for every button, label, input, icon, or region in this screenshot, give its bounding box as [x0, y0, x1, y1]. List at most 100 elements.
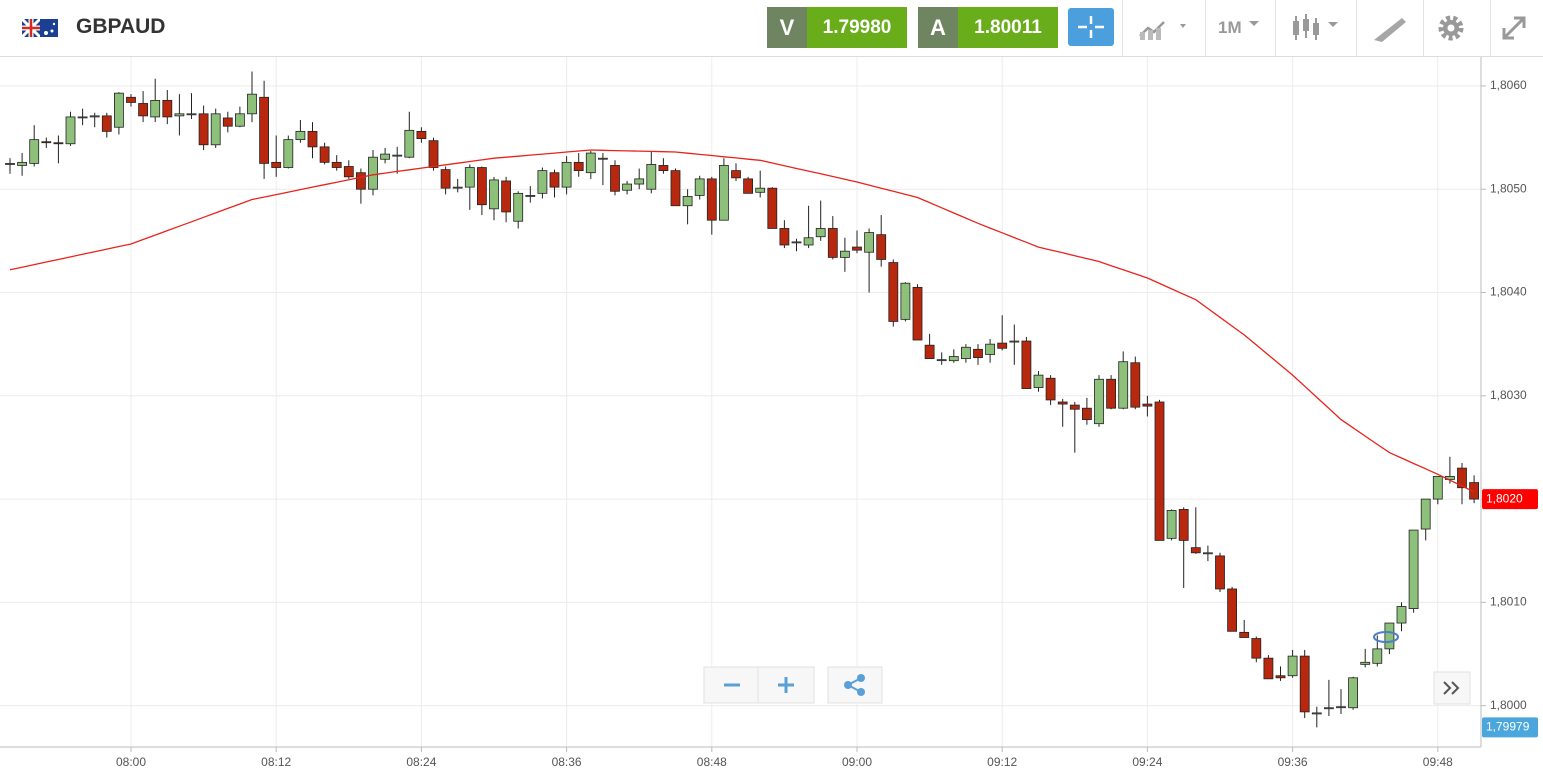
candle-body: [65, 116, 76, 145]
draw-tool-button[interactable]: [1372, 12, 1408, 44]
y-tick-label: 1,8050: [1490, 181, 1527, 195]
bid-label[interactable]: V: [767, 7, 807, 48]
symbol: GBPAUD: [76, 15, 166, 38]
candle-body: [234, 113, 245, 127]
candle-body: [852, 246, 862, 251]
candle-body: [174, 113, 185, 117]
zoom-in-button[interactable]: [757, 666, 815, 704]
candle-body: [610, 165, 620, 192]
candle-body: [41, 141, 52, 144]
cursor-marker: [1373, 631, 1399, 643]
candle-body: [1396, 606, 1407, 624]
candle-body: [1166, 510, 1177, 539]
candle-body: [1336, 706, 1346, 709]
candle-body: [1432, 475, 1443, 500]
y-tick-label: 1,8040: [1490, 285, 1527, 299]
candle-body: [1154, 401, 1165, 541]
ask-price[interactable]: 1.80011: [958, 7, 1058, 48]
candle-body: [876, 234, 887, 260]
candle-body: [440, 169, 451, 189]
candle-body: [706, 178, 717, 221]
candle-body: [755, 187, 766, 193]
candle-body: [561, 161, 572, 188]
candle-body: [1239, 631, 1250, 638]
candle-body: [900, 282, 911, 320]
crosshair-button[interactable]: [1068, 8, 1114, 46]
candle-body: [1287, 655, 1298, 677]
price-tag: [1482, 489, 1538, 510]
candle-body: [840, 250, 850, 258]
zoom-out-button[interactable]: [703, 666, 759, 704]
candle-body: [1457, 467, 1467, 489]
candle-body: [779, 228, 790, 246]
candle-body: [767, 187, 778, 229]
x-tick-label: 08:24: [406, 755, 436, 769]
timeframe-button[interactable]: 1M: [1218, 18, 1242, 37]
settings-button[interactable]: [1436, 13, 1466, 43]
candle-body: [803, 237, 814, 246]
candle-body: [114, 92, 124, 128]
candle-body: [89, 115, 100, 118]
candle-body: [537, 170, 548, 194]
candle-body: [295, 130, 306, 141]
candle-body: [1106, 378, 1116, 409]
candle-body: [162, 99, 173, 118]
candle-body: [1203, 552, 1213, 555]
candle-body: [924, 344, 935, 360]
candle-body: [864, 232, 874, 253]
candle-body: [1420, 498, 1431, 530]
candle-body: [731, 170, 741, 179]
x-tick-label: 09:48: [1423, 755, 1453, 769]
candle-body: [912, 286, 923, 341]
candle-body: [791, 241, 802, 244]
x-tick-label: 08:48: [697, 755, 727, 769]
candle-body: [1275, 675, 1286, 679]
candle-body: [743, 178, 753, 194]
header: GBPAUD V 1.79980 A 1.80011 1M: [0, 0, 1543, 57]
candle-body: [186, 113, 197, 116]
candle-body: [1469, 482, 1479, 500]
candle-body: [646, 164, 657, 190]
candle-body: [392, 154, 403, 157]
candle-body: [598, 157, 608, 160]
share-button[interactable]: [827, 666, 883, 704]
candle-body: [1021, 340, 1032, 389]
x-tick-label: 09:00: [842, 755, 872, 769]
candle-body: [283, 139, 294, 168]
candle-body: [1190, 547, 1201, 554]
candle-body: [888, 262, 899, 322]
candle-body: [985, 343, 995, 355]
candle-style-button[interactable]: [1290, 12, 1346, 44]
y-tick-label: 1,8010: [1490, 595, 1527, 609]
candle-body: [1360, 661, 1371, 665]
candle-body: [501, 180, 512, 213]
candle-body: [1033, 374, 1044, 388]
candle-body: [247, 93, 257, 115]
candle-body: [936, 359, 947, 362]
candle-body: [343, 166, 354, 178]
candle-body: [1009, 340, 1020, 343]
x-tick-label: 08:12: [261, 755, 291, 769]
candle-body: [658, 165, 669, 172]
candle-body: [1215, 555, 1225, 590]
candle-body: [670, 170, 681, 207]
candle-body: [210, 113, 221, 146]
candle-body: [1045, 377, 1056, 401]
ask-label[interactable]: A: [918, 7, 958, 48]
scroll-right-button[interactable]: [1433, 671, 1471, 705]
y-tick-label: 1,8000: [1490, 698, 1527, 712]
timeframe-arrow: [1249, 21, 1259, 26]
chart-type-button[interactable]: [1138, 14, 1194, 42]
candle-body: [719, 165, 729, 221]
fullscreen-button[interactable]: [1500, 14, 1528, 42]
candle-body: [1311, 712, 1322, 715]
candle-body: [331, 161, 342, 168]
bid-price[interactable]: 1.79980: [807, 7, 907, 48]
candle-body: [634, 178, 645, 185]
candle-body: [476, 167, 487, 206]
candle-body: [961, 346, 971, 360]
candle-body: [138, 103, 149, 117]
x-tick-label: 09:12: [987, 755, 1017, 769]
x-tick-label: 08:00: [116, 755, 146, 769]
candle-body: [1384, 622, 1395, 650]
